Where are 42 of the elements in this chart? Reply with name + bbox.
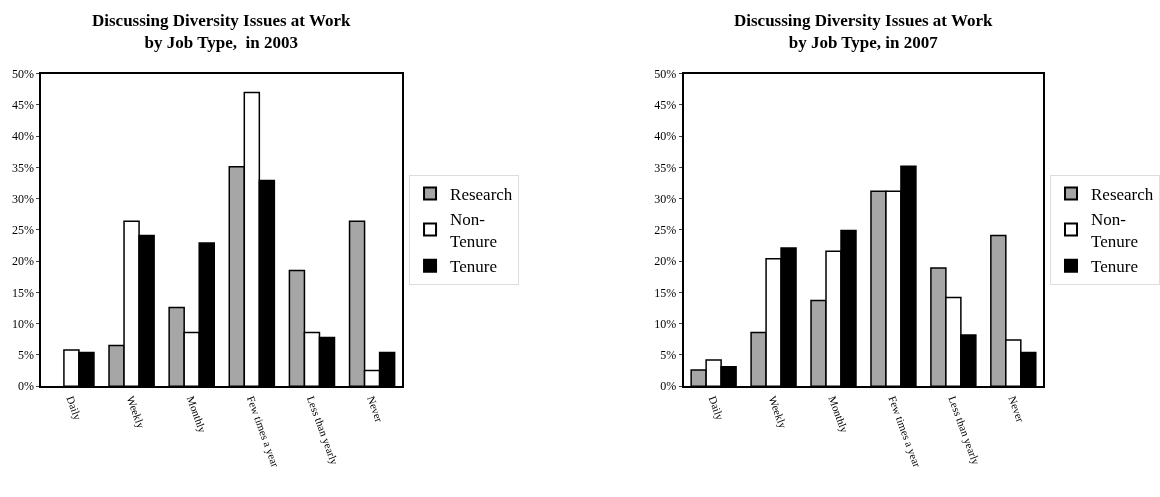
x-tick-label: Monthly — [826, 394, 851, 435]
y-tick-label: 5% — [660, 348, 677, 363]
y-tick-label: 0% — [17, 379, 34, 394]
y-tick-label: 50% — [654, 66, 677, 81]
y-tick-label: 45% — [654, 98, 677, 113]
legend-label: Tenure — [1091, 257, 1138, 277]
legend-label: Non- Tenure — [1091, 210, 1138, 252]
legend-label: Research — [1091, 185, 1154, 205]
x-tick-label: Less than yearly — [946, 394, 983, 467]
x-tick-label: Monthly — [184, 394, 210, 435]
y-tick-label: 40% — [11, 129, 34, 144]
x-tick-label: Daily — [706, 394, 727, 422]
x-tick-label: Never — [1006, 394, 1027, 424]
y-tick-label: 0% — [660, 379, 677, 394]
x-tick-label: Few times a year — [244, 394, 282, 470]
x-tick-label: Few times a year — [886, 394, 924, 470]
y-tick-label: 35% — [654, 160, 677, 175]
y-tick-label: 20% — [11, 254, 34, 269]
x-tick-label: Less than yearly — [304, 394, 342, 467]
chart-title: Discussing Diversity Issues at Work by Job Type, in 2007 — [734, 11, 994, 53]
legend-label: Research — [450, 185, 513, 205]
y-tick-label: 20% — [654, 254, 677, 269]
y-tick-label: 30% — [654, 191, 677, 206]
y-tick-label: 25% — [11, 223, 34, 238]
legend-label: Non- Tenure — [450, 210, 497, 252]
y-tick-label: 30% — [11, 191, 34, 206]
y-tick-label: 15% — [654, 285, 677, 300]
y-tick-label: 35% — [11, 160, 34, 175]
y-tick-label: 5% — [17, 348, 34, 363]
y-tick-label: 10% — [11, 316, 34, 331]
y-tick-label: 15% — [11, 285, 34, 300]
chart-title: Discussing Diversity Issues at Work by Job Type, in 2003 — [92, 11, 352, 53]
legend-label: Tenure — [450, 257, 497, 277]
x-tick-label: Weekly — [124, 394, 148, 431]
x-tick-label: Daily — [64, 394, 85, 422]
y-tick-label: 40% — [654, 129, 677, 144]
x-tick-label: Never — [365, 394, 386, 424]
y-tick-label: 10% — [654, 316, 677, 331]
y-tick-label: 50% — [11, 66, 34, 81]
y-tick-label: 25% — [654, 223, 677, 238]
x-tick-label: Weekly — [766, 394, 790, 431]
y-tick-label: 45% — [11, 98, 34, 113]
